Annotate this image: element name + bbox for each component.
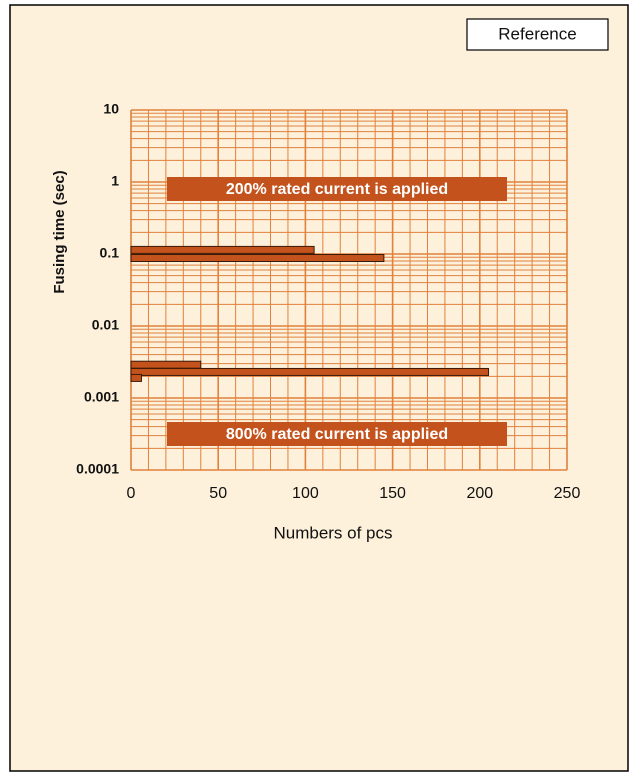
y-tick-label: 0.1 <box>100 245 120 261</box>
bar <box>130 373 142 382</box>
y-tick-label: 1 <box>111 173 119 189</box>
bar <box>130 367 490 376</box>
x-tick-label: 0 <box>127 485 136 502</box>
x-tick-label: 200 <box>466 485 493 502</box>
reference-box <box>466 18 609 51</box>
bar <box>130 245 315 254</box>
annotation: 200% rated current is applied <box>226 181 448 198</box>
y-axis-label: Fusing time (sec) <box>51 170 68 293</box>
y-tick-label: 0.01 <box>92 317 119 333</box>
reference-label: Reference <box>498 24 576 43</box>
annotation-box <box>167 177 507 201</box>
panel <box>9 4 629 772</box>
y-tick-label: 0.001 <box>84 389 119 405</box>
x-axis-label: Numbers of pcs <box>273 523 392 542</box>
x-tick-label: 100 <box>292 485 319 502</box>
x-tick-label: 250 <box>554 485 581 502</box>
bar <box>130 253 385 262</box>
x-tick-label: 150 <box>379 485 406 502</box>
annotation-box <box>167 422 507 446</box>
bar <box>130 360 202 369</box>
annotation: 800% rated current is applied <box>226 426 448 443</box>
y-tick-label: 0.0001 <box>76 461 119 477</box>
y-tick-label: 10 <box>103 101 119 117</box>
x-tick-label: 50 <box>209 485 227 502</box>
